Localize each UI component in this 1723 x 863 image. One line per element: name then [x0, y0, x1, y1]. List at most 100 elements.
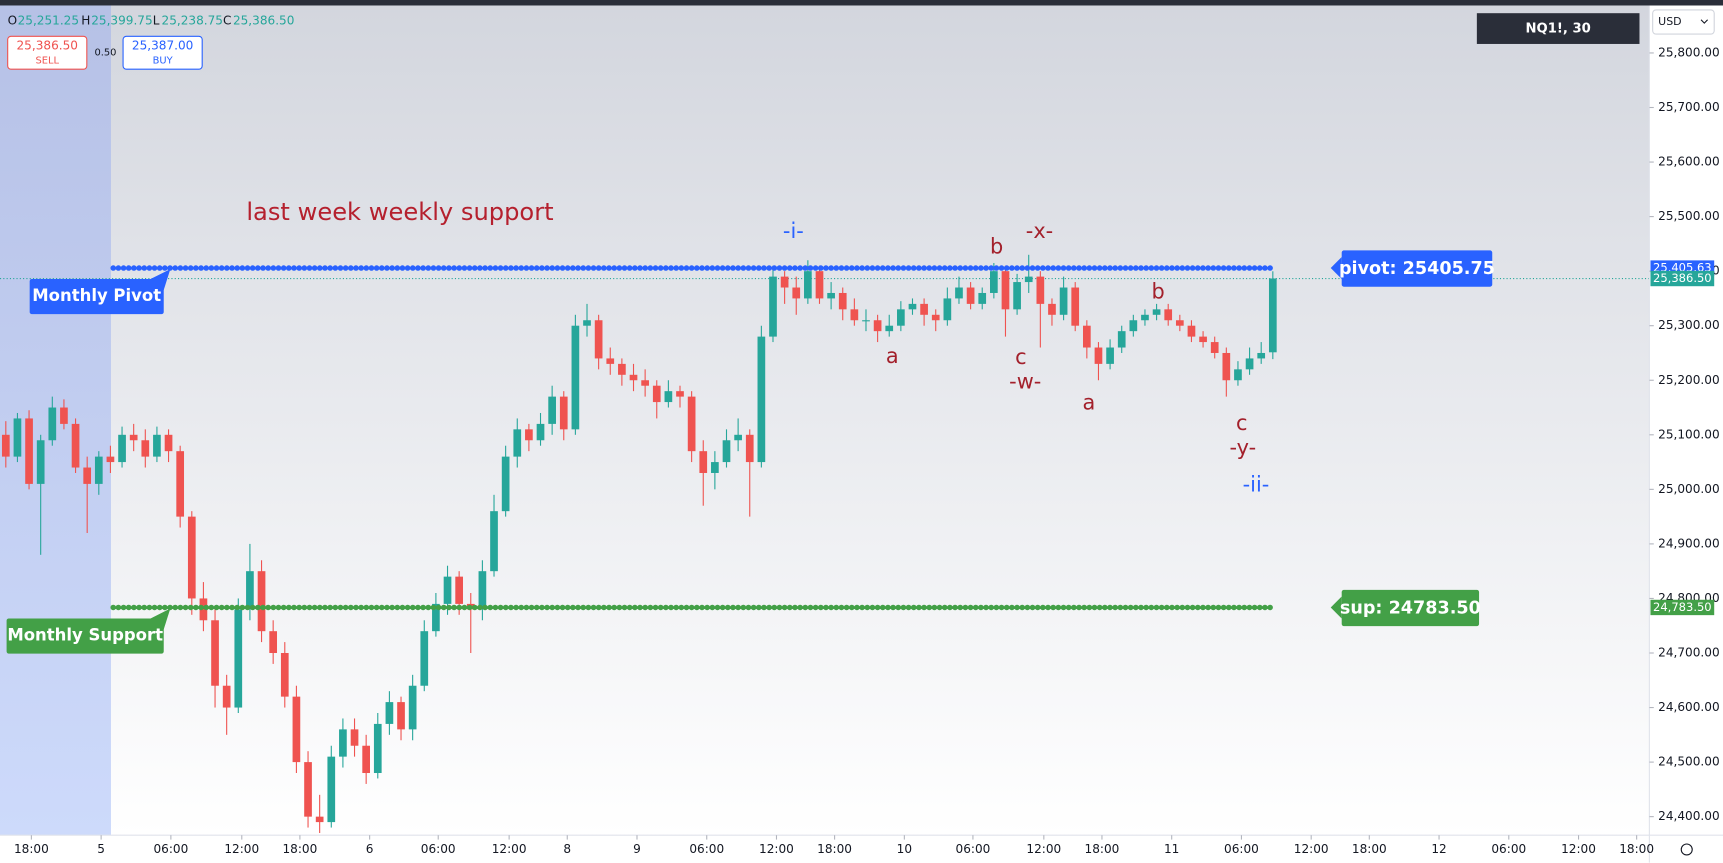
candle-body	[1082, 325, 1091, 348]
candle-body	[583, 320, 591, 326]
price-badge-label: 24,783.50	[1653, 600, 1712, 614]
y-tick-label: 25,600.00	[1658, 155, 1719, 169]
candle-body	[1071, 287, 1080, 326]
x-tick-label: 18:00	[1352, 842, 1387, 856]
x-tick-label: 6	[366, 842, 374, 856]
x-tick-label: 10	[897, 842, 912, 856]
annotation: last week weekly support	[246, 198, 553, 226]
candle-body	[804, 271, 812, 299]
annotation: a	[886, 344, 899, 368]
buy-box[interactable]	[122, 35, 203, 70]
candle-body	[257, 571, 266, 632]
candle-body	[118, 434, 126, 463]
candle-body	[559, 396, 568, 430]
x-tick-label: 5	[97, 842, 105, 856]
x-tick-label: 06:00	[689, 842, 724, 856]
annotation: -i-	[783, 219, 804, 243]
candle-body	[164, 434, 173, 452]
candle-body	[339, 729, 347, 757]
candle-body	[13, 418, 22, 457]
buy-button[interactable]: 25,387.00 BUY	[122, 35, 203, 70]
top-border	[0, 0, 1723, 6]
settings-icon[interactable]	[1680, 843, 1693, 856]
candle-body	[1117, 331, 1126, 348]
x-tick-label: 18:00	[1619, 842, 1654, 856]
y-tick-label: 25,100.00	[1658, 427, 1719, 441]
candle-body	[420, 631, 429, 686]
y-tick-label: 25,300.00	[1658, 318, 1719, 332]
sell-box[interactable]	[7, 35, 88, 70]
level-label-box	[1341, 589, 1480, 627]
candle-body	[629, 374, 638, 381]
candle-body	[71, 423, 80, 468]
candle-body	[1199, 336, 1207, 343]
candle-body	[1234, 369, 1242, 381]
sell-price[interactable]: 25,386.50	[17, 39, 78, 53]
candle-body	[397, 702, 405, 730]
buy-price[interactable]: 25,387.00	[132, 39, 193, 53]
candle-body	[1048, 303, 1056, 315]
y-tick-label: 24,700.00	[1658, 646, 1719, 660]
candle-body	[315, 816, 324, 823]
x-tick-label: 06:00	[421, 842, 456, 856]
candle-body	[1210, 342, 1219, 353]
candle-body	[141, 440, 150, 457]
level-label-pointer	[1330, 596, 1342, 619]
y-tick-label: 24,400.00	[1658, 809, 1719, 823]
candle-body	[176, 451, 185, 517]
x-tick-label: 12	[1431, 842, 1446, 856]
y-tick-label: 25,500.00	[1658, 209, 1719, 223]
candle-body	[1164, 309, 1173, 321]
candle-body	[106, 456, 115, 463]
candle-body	[350, 729, 359, 746]
candle-body	[36, 440, 45, 484]
annotation: b	[1152, 279, 1165, 303]
candle-body	[455, 576, 463, 604]
x-tick-label: 12:00	[224, 842, 259, 856]
candle-body	[850, 309, 859, 321]
currency[interactable]: USD	[1658, 15, 1681, 28]
candle-body	[652, 385, 661, 403]
candle-body	[1024, 276, 1033, 283]
candle-body	[234, 609, 243, 708]
sell-button[interactable]: 25,386.50 SELL	[7, 35, 88, 70]
annotation: -w-	[1009, 369, 1041, 393]
sell-label[interactable]: SELL	[35, 55, 59, 66]
candle-body	[1175, 320, 1184, 326]
candle-body	[873, 320, 882, 332]
x-tick-label: 06:00	[153, 842, 188, 856]
candle-body	[687, 396, 696, 452]
candle-body	[1059, 287, 1068, 315]
x-tick-label: 06:00	[1491, 842, 1526, 856]
candle-body	[269, 631, 278, 654]
annotation: -ii-	[1243, 473, 1270, 497]
buy-label[interactable]: BUY	[153, 55, 174, 66]
candle-body	[792, 287, 801, 299]
x-tick-label: 12:00	[1561, 842, 1596, 856]
price-badge-label: 25,386.50	[1653, 271, 1712, 285]
price-badge	[1650, 599, 1715, 616]
candle-body	[897, 309, 905, 326]
candle-body	[1268, 278, 1277, 353]
annotation: b	[990, 234, 1003, 258]
candle-body	[385, 702, 394, 724]
candle-body	[1129, 320, 1138, 332]
candle-body	[734, 434, 742, 441]
x-tick-label: 18:00	[817, 842, 852, 856]
candle-body	[525, 429, 533, 441]
candle-body	[862, 320, 870, 322]
annotation: c	[1015, 345, 1026, 369]
annotation: -x-	[1026, 219, 1053, 243]
level-label: pivot: 25405.75	[1339, 259, 1495, 279]
currency-caret[interactable]	[1700, 19, 1709, 24]
candle-body	[1106, 347, 1114, 364]
candle-body	[501, 456, 510, 512]
plot-bg	[0, 5, 1650, 836]
candle-body	[408, 685, 417, 730]
candle-body	[978, 292, 987, 304]
candle-body	[1013, 282, 1021, 310]
candle-body	[699, 451, 708, 473]
x-tick-label: 06:00	[1224, 842, 1259, 856]
currency-button[interactable]	[1652, 9, 1715, 35]
